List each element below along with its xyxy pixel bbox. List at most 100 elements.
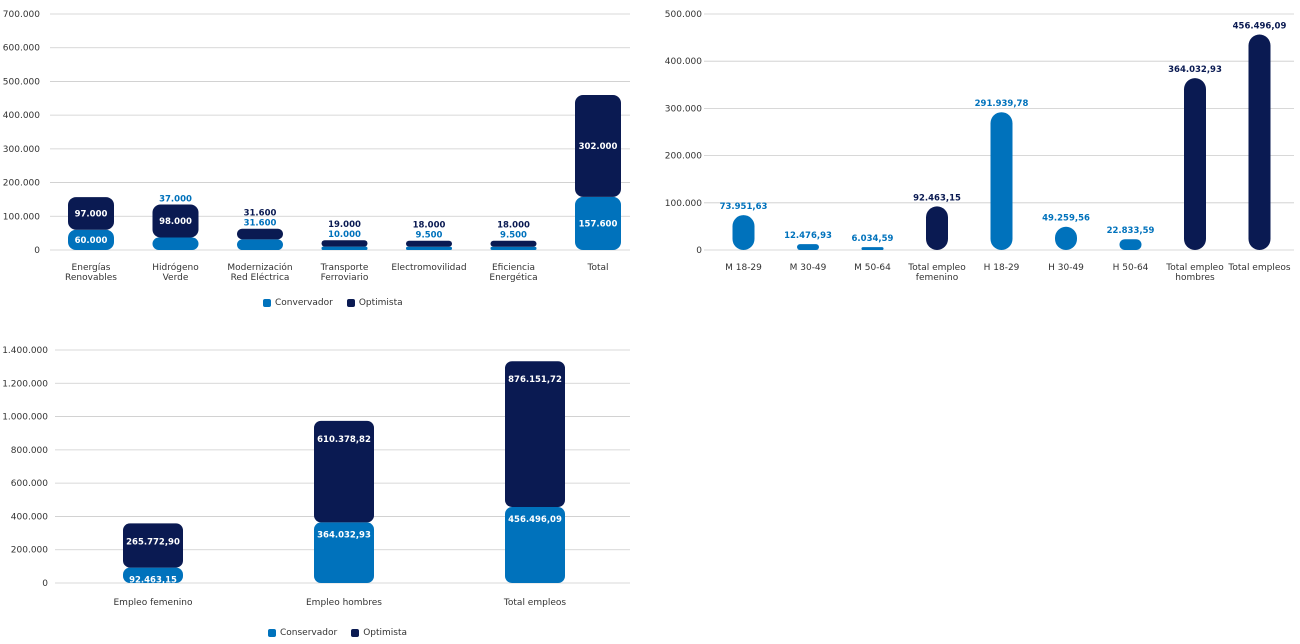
x-tick-label: hombres (1175, 273, 1215, 283)
x-tick-label: M 50-64 (854, 263, 891, 273)
data-label-conservador: 37.000 (159, 194, 192, 204)
y-tick-label: 600.000 (3, 44, 40, 54)
y-tick-label: 500.000 (665, 10, 702, 20)
bar-conservador (237, 239, 283, 250)
bar (1055, 226, 1077, 250)
chart-employment-by-age: 0 100.000 200.000 300.000 400.000 500.000 73.9… (650, 0, 1300, 300)
legend-label-optimista: Optimista (358, 298, 403, 308)
legend-item-optimista: Optimista (346, 298, 403, 308)
x-tick-label: M 18-29 (725, 263, 762, 273)
x-tick-label: Empleo femenino (114, 598, 193, 608)
data-label: 92.463,15 (913, 193, 961, 203)
y-tick-label: 1.000.000 (2, 413, 48, 423)
y-tick-label: 300.000 (3, 145, 40, 155)
chart-1-svg: 0 100.000 200.000 300.000 400.000 500.000 600.… (3, 10, 630, 283)
bar (1248, 34, 1271, 250)
y-tick-label: 400.000 (11, 512, 48, 522)
data-label-optimista: 18.000 (413, 221, 446, 231)
legend-swatch-optimista (351, 629, 360, 637)
bar-conservador (68, 229, 114, 250)
bar (861, 247, 884, 250)
bar-optimista (152, 204, 199, 238)
legend-item-conservador: Conservador (268, 628, 337, 638)
bar-optimista (490, 240, 537, 247)
legend-label-conservador: Conservador (280, 628, 338, 638)
bar-conservador (123, 567, 183, 583)
bar-optimista (237, 228, 283, 240)
data-label-optimista: 876.151,72 (508, 375, 562, 385)
x-tick-label: Energética (489, 272, 537, 283)
bar (926, 206, 948, 250)
chart-3-svg: 0 200.000 400.000 600.000 800.000 1.000.000 1.… (2, 346, 630, 608)
chart-3-legend: Conservador Optimista (268, 628, 407, 638)
legend-item-optimista: Optimista (351, 628, 407, 638)
data-label-conservador: 92.463,15 (129, 576, 177, 586)
y-tick-label: 400.000 (3, 111, 40, 121)
legend-label-optimista: Optimista (363, 628, 408, 638)
bar (1119, 239, 1142, 250)
data-label: 73.951,63 (720, 202, 768, 212)
x-tick-label: Red Eléctrica (231, 272, 290, 283)
data-label: 12.476,93 (784, 231, 832, 241)
legend-swatch-conservador (263, 299, 271, 307)
x-tick-label: H 30-49 (1048, 263, 1084, 273)
y-tick-label: 800.000 (11, 446, 48, 456)
legend-swatch-optimista (346, 299, 355, 307)
x-tick-label: Eficiencia (492, 263, 535, 273)
y-tick-label: 1.200.000 (2, 379, 48, 389)
x-tick-label: Electromovilidad (391, 263, 466, 273)
data-label-optimista: 302.000 (579, 142, 618, 152)
data-label-conservador: 456.496,09 (508, 515, 562, 525)
x-tick-label: Total empleos (503, 598, 566, 608)
y-tick-label: 200.000 (11, 546, 48, 556)
chart-1-legend: Convervador Optimista (263, 298, 403, 308)
x-tick-label: Total (586, 263, 608, 273)
bar-conservador (321, 246, 368, 250)
y-tick-label: 600.000 (11, 479, 48, 489)
chart-employment-totals: 0 200.000 400.000 600.000 800.000 1.000.000 1.… (0, 335, 640, 625)
bar-optimista (505, 361, 565, 508)
bar-conservador (406, 246, 452, 250)
data-label-optimista: 31.600 (244, 209, 277, 219)
x-tick-label: femenino (916, 273, 959, 283)
x-tick-label: Total empleo (907, 263, 966, 273)
y-tick-label: 0 (696, 246, 702, 256)
y-tick-label: 200.000 (665, 152, 702, 162)
bar-conservador (152, 237, 199, 250)
bar (732, 215, 755, 250)
data-label: 364.032,93 (1168, 65, 1222, 75)
data-label-conservador: 10.000 (328, 230, 361, 240)
bar-optimista (314, 420, 374, 523)
data-label-optimista: 98.000 (159, 217, 192, 227)
y-tick-label: 1.400.000 (2, 346, 48, 356)
x-tick-label: Empleo hombres (306, 598, 382, 608)
data-label-optimista: 265.772,90 (126, 537, 180, 547)
data-label-optimista: 18.000 (497, 221, 530, 231)
data-label-conservador: 31.600 (244, 219, 277, 229)
bar-conservador (314, 522, 374, 583)
bar-conservador (505, 507, 565, 583)
x-tick-label: Modernización (227, 262, 292, 273)
data-label: 456.496,09 (1233, 22, 1287, 32)
data-label-conservador: 60.000 (75, 236, 108, 246)
legend-swatch-conservador (268, 629, 276, 637)
x-tick-label: H 50-64 (1113, 263, 1149, 273)
y-tick-label: 0 (34, 246, 40, 256)
data-label-conservador: 157.600 (579, 219, 618, 229)
y-tick-label: 0 (42, 579, 48, 589)
y-tick-label: 500.000 (3, 77, 40, 87)
bar-optimista (575, 95, 621, 197)
bar-optimista (68, 197, 114, 230)
data-label-optimista: 97.000 (75, 209, 108, 219)
chart-2-svg: 0 100.000 200.000 300.000 400.000 500.000 73.9… (665, 10, 1294, 283)
y-tick-label: 700.000 (3, 10, 40, 20)
data-label-conservador: 9.500 (416, 231, 443, 241)
bar-optimista (406, 240, 452, 247)
y-tick-label: 300.000 (665, 104, 702, 114)
x-tick-label: M 30-49 (790, 263, 827, 273)
data-label: 6.034,59 (852, 234, 894, 244)
legend-item-conservador: Convervador (263, 298, 333, 308)
bar (990, 112, 1013, 250)
bar-optimista (123, 523, 183, 568)
x-tick-label: Total empleo (1165, 263, 1224, 273)
